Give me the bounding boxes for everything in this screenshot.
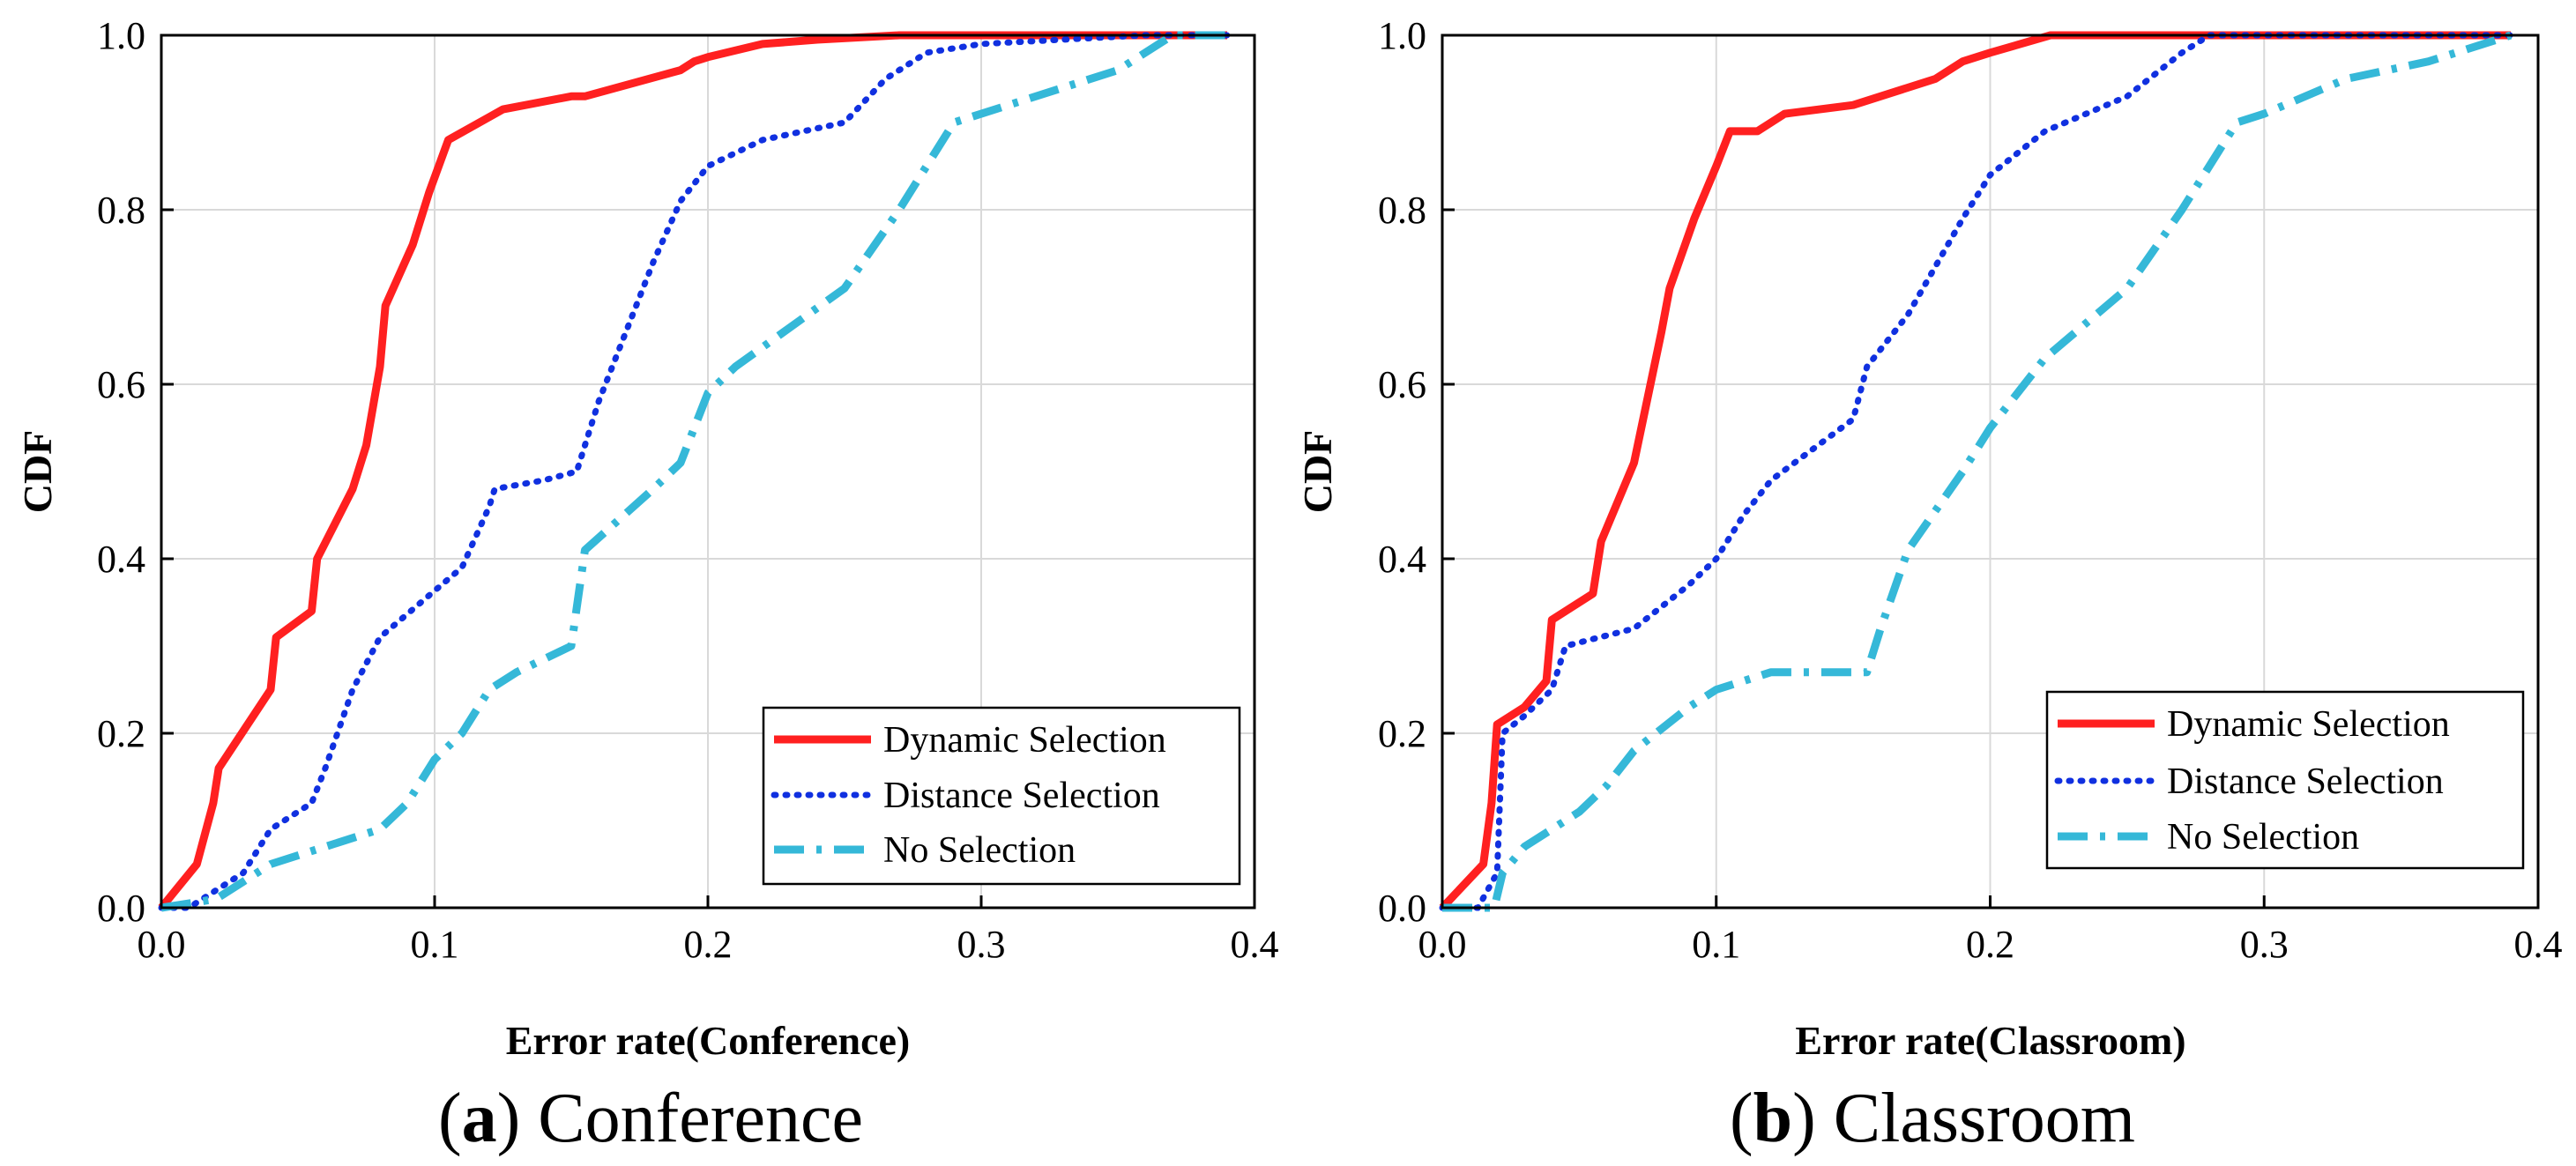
x-tick-label-b: 0.3 [2240,923,2289,966]
ticks-b: 0.0 0.1 0.2 0.3 0.4 0.0 0.2 0.4 0.6 0.8 1.0 [1378,14,2563,966]
x-tick-label-a: 0.2 [684,923,733,966]
y-tick-label-b: 0.6 [1378,363,1426,406]
legend-label-distance-a: Distance Selection [883,776,1160,816]
legend-a: Dynamic Selection Distance Selection No … [762,706,1241,886]
series-line-no-selection-a [160,31,1227,912]
x-tick-label-a: 0.3 [957,923,1006,966]
y-tick-label-a: 0.4 [97,538,145,581]
legend-label-none-b: No Selection [2167,817,2359,858]
caption-letter-b: b [1753,1080,1793,1157]
x-tick-label-b: 0.2 [1966,923,2014,966]
y-axis-title-b: CDF [1295,430,1340,514]
y-tick-label-b: 1.0 [1378,14,1426,57]
series-line-distance-selection-b [1439,32,2514,911]
chart-panel-a: 0.0 0.1 0.2 0.3 0.4 0.0 0.2 0.4 0.6 0.8 1.0 CDF Er… [15,14,1279,1157]
x-tick-label-b: 0.1 [1692,923,1740,966]
caption-letter-a: a [462,1080,497,1157]
series-line-dynamic-selection-a [158,31,1227,910]
ticks-a: 0.0 0.1 0.2 0.3 0.4 0.0 0.2 0.4 0.6 0.8 1.0 [97,14,1279,966]
y-tick-label-b: 0.0 [1378,887,1426,930]
y-axis-title-a: CDF [15,430,60,514]
legend-label-dynamic-a: Dynamic Selection [883,720,1166,761]
y-tick-label-b: 0.8 [1378,189,1426,232]
series-group-a [158,31,1231,912]
legend-label-dynamic-b: Dynamic Selection [2167,704,2450,745]
y-tick-label-a: 0.8 [97,189,145,232]
y-tick-label-b: 0.4 [1378,538,1426,581]
x-tick-label-a: 0.0 [138,923,186,966]
series-line-dynamic-selection-b [1439,31,2511,911]
caption-a: (a) Conference [438,1080,863,1157]
caption-b: (b) Classroom [1730,1080,2135,1157]
x-axis-title-b: Error rate(Classroom) [1795,1018,2185,1063]
x-tick-label-b: 0.0 [1418,923,1467,966]
chart-panel-b: 0.0 0.1 0.2 0.3 0.4 0.0 0.2 0.4 0.6 0.8 1.0 CDF Er… [1295,14,2563,1157]
y-tick-label-a: 0.6 [97,363,145,406]
y-tick-label-b: 0.2 [1378,712,1426,755]
caption-text-b: Classroom [1834,1080,2135,1157]
x-tick-label-b: 0.4 [2514,923,2563,966]
series-group-b [1439,31,2514,912]
y-tick-label-a: 0.0 [97,887,145,930]
x-axis-title-a: Error rate(Conference) [506,1018,911,1063]
caption-text-a: Conference [538,1080,863,1157]
legend-label-none-a: No Selection [883,830,1076,871]
series-line-no-selection-b [1442,31,2513,912]
legend-b: Dynamic Selection Distance Selection No … [2045,690,2525,870]
x-tick-label-a: 0.4 [1231,923,1279,966]
series-line-distance-selection-a [158,32,1231,911]
legend-label-distance-b: Distance Selection [2167,761,2444,802]
y-tick-label-a: 0.2 [97,712,145,755]
x-tick-label-a: 0.1 [411,923,459,966]
y-tick-label-a: 1.0 [97,14,145,57]
